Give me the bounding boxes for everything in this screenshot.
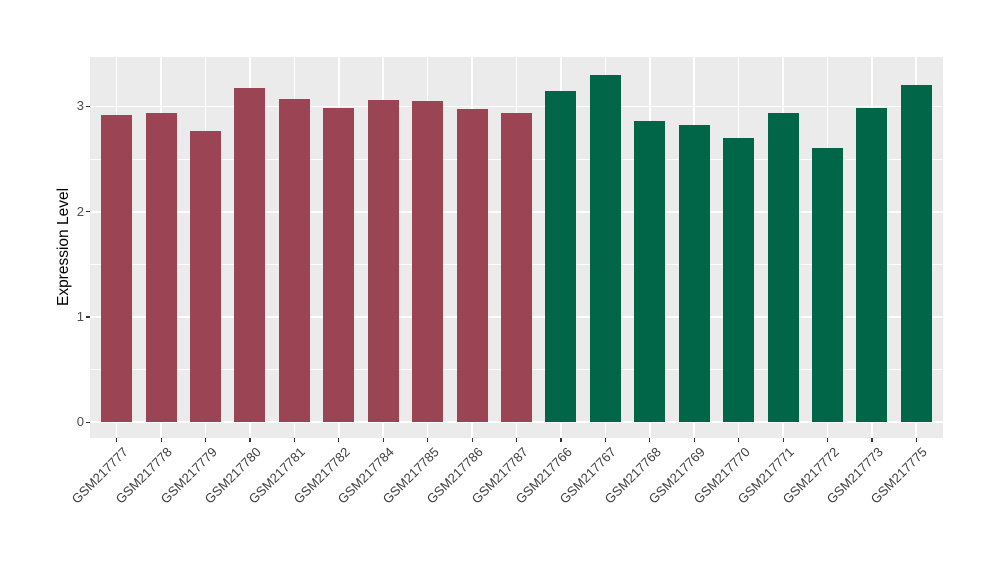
bar-GSM217775: [900, 85, 932, 423]
y-tick-label-0: 0: [76, 414, 84, 430]
x-tick-mark-GSM217768: [649, 438, 651, 442]
bar-GSM217782: [323, 107, 355, 423]
bar-GSM217786: [456, 108, 488, 423]
bar-GSM217770: [723, 138, 755, 423]
x-tick-mark-GSM217775: [915, 438, 917, 442]
bar-GSM217766: [545, 90, 577, 423]
x-tick-mark-GSM217767: [604, 438, 606, 442]
x-tick-mark-GSM217778: [160, 438, 162, 442]
x-tick-mark-GSM217777: [116, 438, 118, 442]
x-tick-mark-GSM217779: [205, 438, 207, 442]
bar-GSM217777: [101, 114, 133, 423]
bar-GSM217787: [500, 112, 533, 423]
y-tick-label-1: 1: [76, 308, 84, 324]
x-tick-mark-GSM217766: [560, 438, 562, 442]
plot-panel: [90, 57, 943, 438]
y-tick-mark-1: [86, 316, 90, 318]
bar-GSM217781: [278, 99, 310, 423]
x-tick-mark-GSM217772: [826, 438, 829, 442]
y-tick-mark-0: [86, 421, 90, 423]
x-tick-mark-GSM217787: [516, 438, 518, 442]
bar-GSM217784: [367, 100, 399, 423]
y-tick-label-3: 3: [76, 98, 84, 114]
bar-GSM217773: [856, 107, 888, 423]
bar-GSM217768: [634, 121, 666, 423]
bar-GSM217771: [767, 112, 799, 423]
x-tick-mark-GSM217770: [738, 438, 740, 442]
x-tick-mark-GSM217782: [338, 438, 340, 442]
x-tick-mark-GSM217786: [471, 438, 473, 442]
y-tick-mark-3: [86, 105, 90, 108]
x-tick-mark-GSM217781: [293, 438, 295, 442]
bar-GSM217772: [811, 147, 844, 423]
bar-GSM217767: [589, 74, 621, 423]
x-tick-mark-GSM217780: [249, 438, 251, 442]
bar-GSM217780: [234, 87, 266, 423]
bar-GSM217779: [189, 130, 222, 423]
bar-GSM217785: [412, 101, 444, 423]
bar-GSM217769: [678, 125, 710, 423]
x-tick-mark-GSM217769: [693, 438, 695, 442]
x-tick-mark-GSM217784: [382, 438, 384, 442]
y-tick-mark-2: [86, 211, 90, 213]
x-tick-mark-GSM217773: [871, 438, 873, 442]
x-tick-mark-GSM217785: [427, 438, 429, 442]
bar-GSM217778: [145, 112, 177, 423]
x-tick-mark-GSM217771: [782, 438, 784, 442]
y-tick-label-2: 2: [76, 203, 84, 219]
